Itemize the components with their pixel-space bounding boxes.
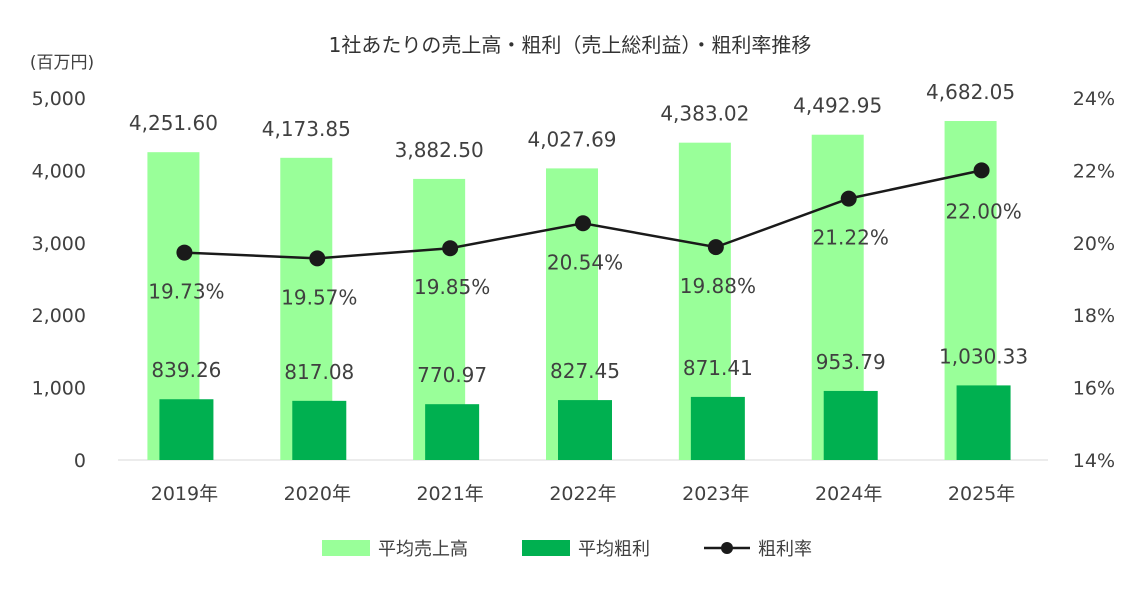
legend-swatch-average-gross-profit (522, 540, 570, 556)
data-label-average-gross-profit: 817.08 (284, 360, 354, 384)
right-tick-label: 20% (1073, 233, 1115, 255)
right-tick-label: 22% (1073, 160, 1115, 182)
legend-label-gross-margin-rate: 粗利率 (758, 539, 812, 560)
point-gross-margin-rate (575, 215, 591, 232)
data-label-average-sales: 4,027.69 (527, 127, 616, 151)
series-average-gross-profit (159, 385, 1011, 460)
point-gross-margin-rate (707, 239, 724, 256)
right-tick-label: 14% (1073, 450, 1115, 472)
data-label-average-sales: 4,383.02 (660, 102, 749, 126)
data-label-average-sales: 4,251.60 (129, 111, 218, 135)
left-tick-label: 4,000 (32, 160, 86, 182)
bar-average-gross-profit (690, 396, 745, 460)
data-label-average-gross-profit: 827.45 (550, 359, 620, 383)
legend: 平均売上高 平均粗利 粗利率 (322, 539, 812, 560)
data-label-average-gross-profit: 953.79 (816, 350, 886, 374)
point-gross-margin-rate (309, 250, 326, 267)
bar-average-gross-profit (956, 385, 1011, 460)
chart-title: 1社あたりの売上高・粗利（売上総利益）・粗利率推移 (329, 33, 812, 57)
data-label-average-sales: 4,173.85 (262, 117, 351, 141)
left-tick-label: 1,000 (32, 378, 86, 400)
bar-average-gross-profit (159, 399, 214, 460)
point-gross-margin-rate (840, 190, 857, 207)
right-tick-label: 18% (1073, 305, 1115, 327)
x-tick-label: 2022年 (549, 483, 616, 505)
point-gross-margin-rate (442, 240, 459, 257)
left-tick-label: 5,000 (32, 88, 86, 110)
right-axis-ticks: 14% 16% 18% 20% 22% 24% (1073, 88, 1115, 472)
data-label-gross-margin-rate: 20.54% (547, 250, 623, 274)
point-gross-margin-rate (176, 244, 193, 261)
data-label-average-gross-profit: 1,030.33 (939, 344, 1028, 368)
series-gross-margin-rate (176, 162, 990, 267)
right-tick-label: 16% (1073, 378, 1115, 400)
point-gross-margin-rate (973, 162, 990, 179)
left-tick-label: 3,000 (32, 233, 86, 255)
data-label-average-gross-profit: 871.41 (683, 356, 753, 380)
legend-swatch-average-sales (322, 540, 370, 556)
legend-marker-gross-margin-rate (721, 542, 733, 554)
data-label-gross-margin-rate: 19.88% (680, 274, 756, 298)
x-tick-label: 2025年 (948, 483, 1015, 505)
legend-label-average-gross-profit: 平均粗利 (578, 539, 650, 560)
data-labels: 4,251.60 4,173.85 3,882.50 4,027.69 4,383.02… (129, 80, 1028, 387)
data-label-gross-margin-rate: 19.57% (281, 285, 357, 309)
left-tick-label: 0 (74, 450, 86, 472)
data-label-gross-margin-rate: 22.00% (945, 199, 1021, 223)
data-label-gross-margin-rate: 19.73% (148, 280, 224, 304)
legend-label-average-sales: 平均売上高 (378, 539, 468, 560)
bar-average-gross-profit (425, 404, 480, 460)
left-axis-ticks: 0 1,000 2,000 3,000 4,000 5,000 (32, 88, 86, 472)
bar-average-gross-profit (823, 390, 878, 460)
x-tick-label: 2020年 (284, 483, 351, 505)
data-label-average-sales: 3,882.50 (395, 138, 484, 162)
x-axis-ticks: 2019年 2020年 2021年 2022年 2023年 2024年 2025年 (151, 483, 1016, 505)
data-label-gross-margin-rate: 19.85% (414, 275, 490, 299)
right-tick-label: 24% (1073, 88, 1115, 110)
data-label-average-gross-profit: 839.26 (151, 358, 221, 382)
x-tick-label: 2019年 (151, 483, 218, 505)
x-tick-label: 2023年 (682, 483, 749, 505)
x-tick-label: 2024年 (815, 483, 882, 505)
data-label-gross-margin-rate: 21.22% (813, 226, 889, 250)
y-axis-unit-label: (百万円) (30, 53, 94, 73)
left-tick-label: 2,000 (32, 305, 86, 327)
data-label-average-sales: 4,682.05 (926, 80, 1015, 104)
data-label-average-sales: 4,492.95 (793, 94, 882, 118)
bar-average-gross-profit (558, 400, 612, 460)
x-tick-label: 2021年 (416, 483, 483, 505)
bar-average-gross-profit (292, 400, 347, 460)
data-label-average-gross-profit: 770.97 (417, 363, 487, 387)
